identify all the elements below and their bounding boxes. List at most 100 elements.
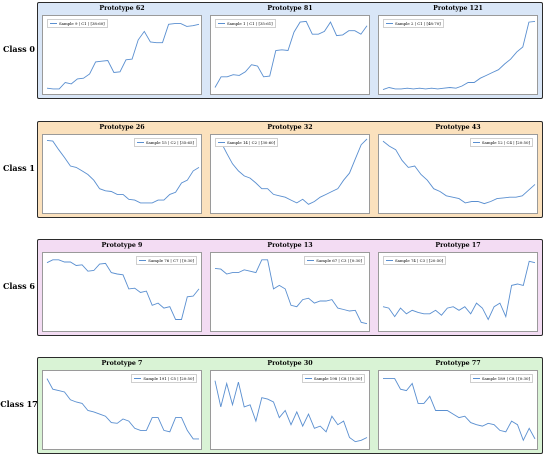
panel-title: Prototype 26 — [99, 124, 145, 131]
prototype-panel: Prototype 17 Sample 74 | C3 | [20:50] — [378, 240, 538, 332]
plot-svg — [383, 378, 536, 442]
line-plot: Sample 15 | C2 | [35:65] — [42, 134, 202, 214]
class-group: Prototype 26 Sample 15 | C2 | [35:65] Prot… — [37, 121, 543, 218]
prototype-panel: Prototype 121 Sample 2 | C1 | [48:70] — [378, 3, 538, 95]
legend: Sample 9 | C1 | [38:60] — [47, 19, 108, 28]
class-label: Class 1 — [3, 163, 35, 173]
class-label: Class 0 — [3, 44, 35, 54]
line-plot: Sample 191 | C5 | [20:50] — [42, 370, 202, 450]
legend-text: Sample 76 | C7 | [0:30] — [148, 258, 194, 263]
legend: Sample 76 | C7 | [0:30] — [136, 256, 197, 265]
line-plot: Sample 67 | C3 | [0:30] — [210, 252, 370, 332]
prototype-panel: Prototype 62 Sample 9 | C1 | [38:60] — [42, 3, 202, 95]
line-plot: Sample 74 | C3 | [20:50] — [378, 252, 538, 332]
series-line — [46, 259, 200, 320]
prototype-panel: Prototype 30 Sample 198 | C8 | [0:30] — [210, 358, 370, 450]
plot-svg — [214, 380, 368, 443]
legend-swatch — [136, 142, 144, 143]
prototype-panel: Prototype 9 Sample 76 | C7 | [0:30] — [42, 240, 202, 332]
plot-svg — [46, 378, 199, 440]
plot-svg — [214, 138, 368, 205]
prototype-panel: Prototype 81 Sample 1 | C1 | [35:61] — [210, 3, 370, 95]
legend-text: Sample 1 | C1 | [35:61] — [227, 21, 273, 26]
plot-svg — [214, 259, 368, 325]
prototype-panel: Prototype 13 Sample 67 | C3 | [0:30] — [210, 240, 370, 332]
line-plot: Sample 198 | C8 | [0:30] — [210, 370, 370, 450]
series-line — [382, 140, 536, 205]
legend-swatch — [304, 378, 312, 379]
legend: Sample 191 | C5 | [20:50] — [131, 374, 197, 383]
line-plot: Sample 189 | C8 | [0:30] — [378, 370, 538, 450]
plot-svg — [382, 20, 536, 91]
panel-title: Prototype 43 — [435, 124, 481, 131]
panel-title: Prototype 13 — [267, 242, 313, 249]
legend-text: Sample 14 | C2 | [30:60] — [227, 140, 276, 145]
legend-swatch — [386, 23, 393, 24]
class-label: Class 17 — [0, 399, 38, 409]
legend-text: Sample 191 | C5 | [20:50] — [143, 376, 194, 381]
panel-title: Prototype 30 — [267, 360, 313, 367]
legend-swatch — [386, 260, 393, 261]
series-line — [382, 20, 536, 91]
legend: Sample 198 | C8 | [0:30] — [301, 374, 365, 383]
panel-title: Prototype 81 — [267, 5, 313, 12]
legend-text: Sample 67 | C3 | [0:30] — [316, 258, 362, 263]
plot-svg — [46, 139, 200, 204]
plot-svg — [382, 260, 536, 321]
legend: Sample 2 | C1 | [48:70] — [383, 19, 444, 28]
panel-title: Prototype 17 — [435, 242, 481, 249]
series-line — [214, 259, 368, 325]
line-plot: Sample 12 | C4 | [20:50] — [378, 134, 538, 214]
series-line — [214, 138, 368, 205]
legend: Sample 189 | C8 | [0:30] — [469, 374, 533, 383]
panel-title: Prototype 62 — [99, 5, 145, 12]
legend-swatch — [139, 260, 147, 261]
legend-text: Sample 189 | C8 | [0:30] — [481, 376, 530, 381]
prototype-panel: Prototype 77 Sample 189 | C8 | [0:30] — [378, 358, 538, 450]
class-group: Prototype 9 Sample 76 | C7 | [0:30] Protot… — [37, 239, 543, 336]
legend-swatch — [134, 378, 142, 379]
series-line — [383, 378, 536, 442]
legend: Sample 12 | C4 | [20:50] — [469, 138, 533, 147]
prototype-panel: Prototype 26 Sample 15 | C2 | [35:65] — [42, 122, 202, 214]
panel-title: Prototype 77 — [435, 360, 481, 367]
legend-swatch — [307, 260, 315, 261]
class-group: Prototype 62 Sample 9 | C1 | [38:60] Proto… — [37, 2, 543, 99]
prototype-panel: Prototype 32 Sample 14 | C2 | [30:60] — [210, 122, 370, 214]
plot-svg — [214, 20, 368, 88]
legend: Sample 1 | C1 | [35:61] — [215, 19, 276, 28]
series-line — [46, 23, 200, 90]
series-line — [214, 20, 368, 88]
plot-svg — [46, 23, 200, 90]
legend: Sample 14 | C2 | [30:60] — [215, 138, 279, 147]
series-line — [46, 378, 199, 440]
plot-svg — [382, 140, 536, 205]
panel-title: Prototype 32 — [267, 124, 313, 131]
legend-text: Sample 74 | C3 | [20:50] — [395, 258, 444, 263]
legend-text: Sample 15 | C2 | [35:65] — [145, 140, 194, 145]
legend: Sample 15 | C2 | [35:65] — [133, 138, 197, 147]
class-group: Prototype 7 Sample 191 | C5 | [20:50] Prot… — [37, 357, 543, 454]
class-label: Class 6 — [3, 281, 35, 291]
series-line — [382, 260, 536, 321]
legend-text: Sample 198 | C8 | [0:30] — [313, 376, 362, 381]
panel-title: Prototype 121 — [433, 5, 483, 12]
prototype-panel: Prototype 7 Sample 191 | C5 | [20:50] — [42, 358, 202, 450]
line-plot: Sample 1 | C1 | [35:61] — [210, 15, 370, 95]
legend-swatch — [218, 142, 225, 143]
panel-title: Prototype 7 — [101, 360, 143, 367]
line-plot: Sample 2 | C1 | [48:70] — [378, 15, 538, 95]
legend-swatch — [472, 378, 480, 379]
legend: Sample 74 | C3 | [20:50] — [383, 256, 447, 265]
line-plot: Sample 14 | C2 | [30:60] — [210, 134, 370, 214]
legend-text: Sample 12 | C4 | [20:50] — [481, 140, 530, 145]
series-line — [46, 139, 200, 204]
panel-title: Prototype 9 — [101, 242, 143, 249]
prototype-panel: Prototype 43 Sample 12 | C4 | [20:50] — [378, 122, 538, 214]
legend-text: Sample 9 | C1 | [38:60] — [59, 21, 105, 26]
line-plot: Sample 9 | C1 | [38:60] — [42, 15, 202, 95]
legend-swatch — [50, 23, 57, 24]
legend-swatch — [472, 142, 480, 143]
line-plot: Sample 76 | C7 | [0:30] — [42, 252, 202, 332]
legend-text: Sample 2 | C1 | [48:70] — [395, 21, 441, 26]
